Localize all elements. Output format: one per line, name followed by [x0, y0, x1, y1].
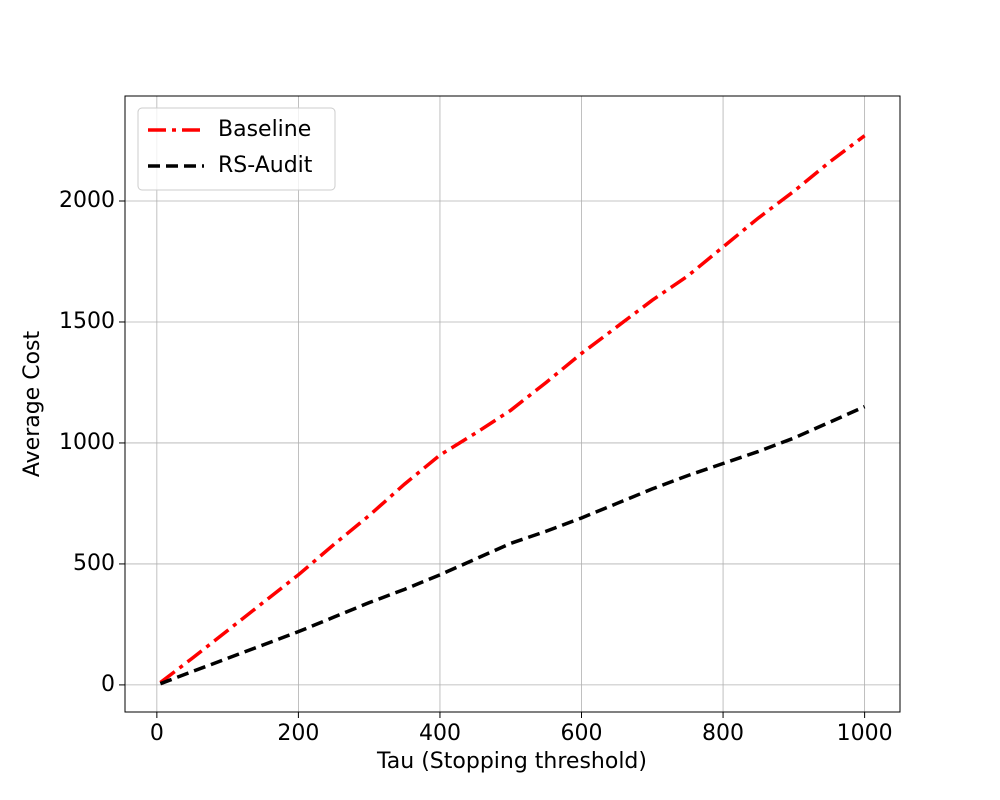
- line-series: [159, 405, 866, 686]
- y-tick-label: 2000: [59, 188, 115, 213]
- x-tick-label: 800: [702, 721, 744, 746]
- line-series: [159, 134, 866, 684]
- y-tick-label: 500: [73, 551, 115, 576]
- y-tick-label: 1500: [59, 309, 115, 334]
- x-tick-label: 600: [561, 721, 603, 746]
- y-tick-label: 0: [101, 672, 115, 697]
- x-axis-label: Tau (Stopping threshold): [376, 749, 647, 774]
- y-tick-label: 1000: [59, 430, 115, 455]
- x-tick-label: 1000: [837, 721, 893, 746]
- plot-frame: [124, 95, 901, 713]
- x-tick-label: 400: [419, 721, 461, 746]
- x-tick-label: 0: [150, 721, 164, 746]
- x-tick-label: 200: [277, 721, 319, 746]
- legend-label: Baseline: [218, 117, 311, 142]
- y-axis-label: Average Cost: [20, 331, 45, 478]
- legend-label: RS-Audit: [218, 153, 313, 178]
